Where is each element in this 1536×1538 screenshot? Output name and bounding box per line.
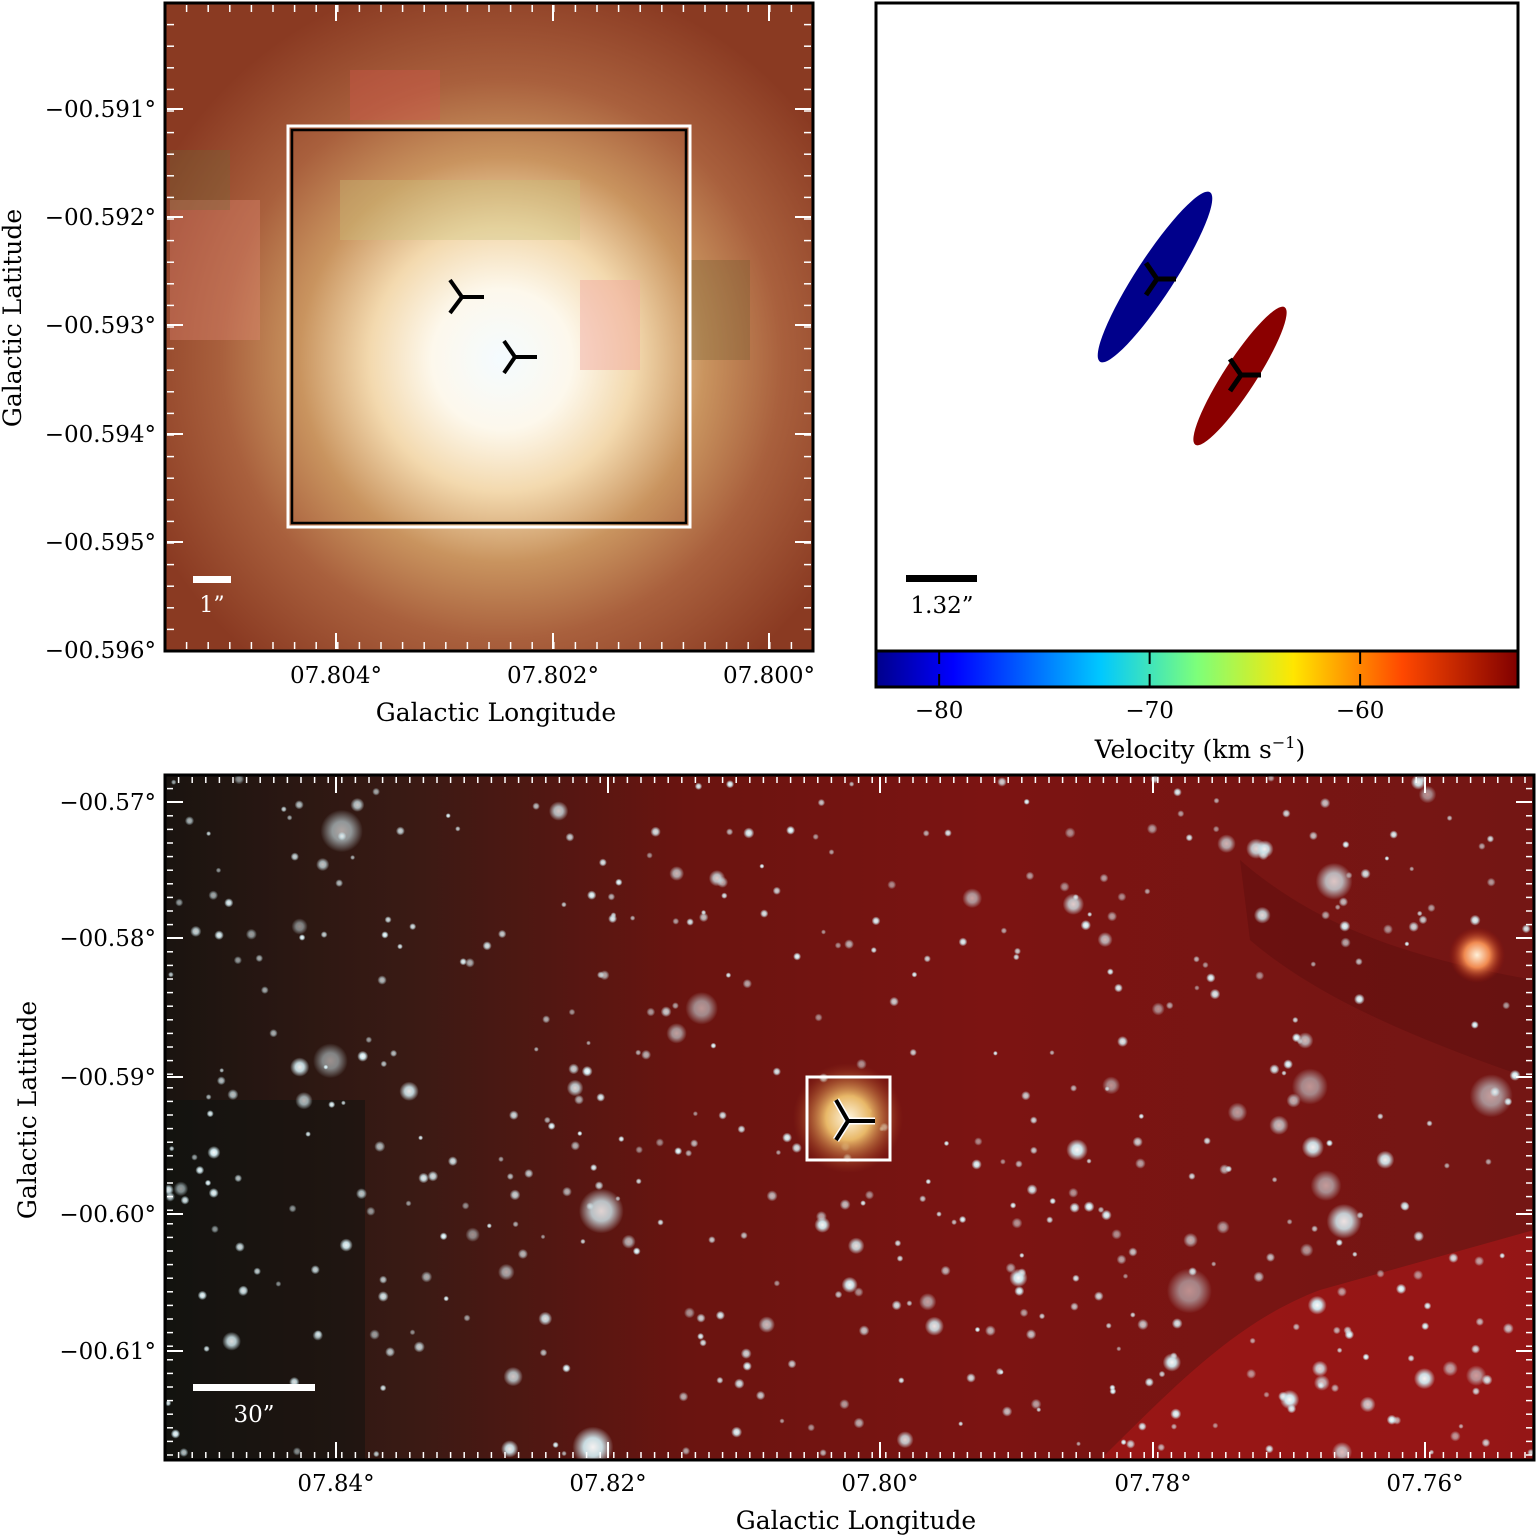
panel-c-scalebar-label: 30” bbox=[233, 1402, 274, 1428]
panel-c-ytick: −00.58° bbox=[59, 926, 156, 952]
panel-a-minor-ticks bbox=[167, 5, 811, 649]
colorbar-ticks: −80 −70 −60 bbox=[915, 652, 1385, 724]
panel-c-xtick: 07.84° bbox=[297, 1471, 374, 1497]
panel-a-xlabel: Galactic Longitude bbox=[376, 698, 616, 727]
panel-c-ytick: −00.57° bbox=[59, 790, 156, 816]
panel-a-xtick: 07.802° bbox=[507, 663, 599, 689]
colorbar bbox=[874, 649, 1520, 689]
panel-c-ytick: −00.60° bbox=[59, 1202, 156, 1228]
panel-c-zoom-box bbox=[805, 1075, 892, 1162]
panel-c-ytick: −00.59° bbox=[59, 1065, 156, 1091]
panel-c-xtick: 07.78° bbox=[1114, 1471, 1191, 1497]
panel-a-ytick: −00.592° bbox=[45, 205, 156, 231]
panel-c-xtick: 07.76° bbox=[1386, 1471, 1463, 1497]
component-marker-red bbox=[1227, 357, 1261, 393]
panel-a-xtick: 07.804° bbox=[290, 663, 382, 689]
panel-c-source-marker bbox=[834, 1099, 875, 1142]
panel-a-ytick: −00.596° bbox=[45, 638, 156, 664]
panel-a-scalebar bbox=[193, 576, 231, 583]
panel-c-xtick: 07.80° bbox=[841, 1471, 918, 1497]
panel-a-ytick: −00.595° bbox=[45, 530, 156, 556]
colorbar-label: Velocity (km s−1) bbox=[1094, 733, 1305, 764]
panel-c-ytick: −00.61° bbox=[59, 1339, 156, 1365]
panel-c-xtick: 07.82° bbox=[569, 1471, 646, 1497]
colorbar-tick-label: −80 bbox=[915, 698, 964, 724]
component-marker-blue bbox=[1143, 261, 1176, 297]
colorbar-tick-label: −60 bbox=[1336, 698, 1385, 724]
panel-b-scalebar-label: 1.32” bbox=[911, 593, 974, 619]
panel-b-frame bbox=[874, 1, 1520, 653]
panel-a-image bbox=[165, 3, 813, 651]
panel-b-scalebar bbox=[906, 575, 977, 582]
panel-a-scalebar-label: 1” bbox=[199, 593, 224, 618]
colorbar-tick-label: −70 bbox=[1125, 698, 1174, 724]
panel-c-xlabel: Galactic Longitude bbox=[736, 1506, 976, 1535]
panel-c: 30” −00.57° −00.58° −00.59° −00.60° −00.… bbox=[13, 773, 1536, 1535]
panel-a-ylabel: Galactic Latitude bbox=[0, 209, 27, 427]
panel-b-components bbox=[1097, 191, 1287, 446]
panel-b: 1.32” −80 −70 −60 Velocity (km s−1) bbox=[874, 1, 1520, 764]
panel-a-frame bbox=[163, 1, 815, 653]
component-ellipse-red bbox=[1193, 306, 1287, 446]
panel-a-source-marker-1 bbox=[448, 278, 484, 315]
panel-a-source-marker-2 bbox=[502, 339, 537, 375]
panel-c-frame bbox=[163, 773, 1536, 1462]
panel-c-image bbox=[165, 775, 1534, 1460]
panel-c-ylabel: Galactic Latitude bbox=[13, 1001, 42, 1219]
panel-a-zoom-box bbox=[286, 124, 692, 529]
panel-a-ytick: −00.594° bbox=[45, 422, 156, 448]
panel-a: 1” −00.591° −00.592° −00.593° −00.594° −… bbox=[0, 1, 815, 727]
panel-c-minor-ticks bbox=[167, 777, 1532, 1458]
component-ellipse-blue bbox=[1097, 191, 1213, 363]
panel-a-ytick: −00.591° bbox=[45, 97, 156, 123]
panel-a-xtick: 07.800° bbox=[723, 663, 815, 689]
panel-c-scalebar bbox=[193, 1384, 315, 1391]
panel-a-ytick: −00.593° bbox=[45, 313, 156, 339]
